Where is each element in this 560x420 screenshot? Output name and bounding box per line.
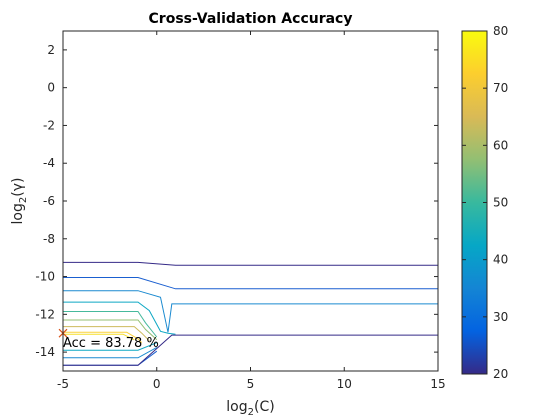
plot-area <box>63 31 438 371</box>
x-axis: -5 0 5 10 15 <box>57 31 446 391</box>
x-tick-label: 10 <box>337 377 352 391</box>
y-tick-label: -6 <box>43 194 55 208</box>
contour-line <box>63 301 176 335</box>
colorbar-tick-label: 70 <box>493 81 508 95</box>
contour-line <box>63 331 143 344</box>
x-tick-label: 5 <box>247 377 255 391</box>
accuracy-annotation: Acc = 83.78 % <box>63 336 159 351</box>
y-tick-label: -2 <box>43 118 55 132</box>
contour-line <box>63 277 438 290</box>
colorbar <box>461 30 488 375</box>
y-tick-label: 0 <box>47 81 55 95</box>
contour-line <box>63 319 158 341</box>
contour-line <box>63 346 158 359</box>
x-tick-label: -5 <box>57 377 69 391</box>
colorbar-tick-label: 80 <box>493 24 508 38</box>
contour-line <box>63 290 438 333</box>
y-tick-label: -10 <box>35 270 55 284</box>
contour-lines <box>63 261 438 366</box>
colorbar-tick-label: 40 <box>493 253 508 267</box>
y-tick-label: -4 <box>43 156 55 170</box>
x-tick-label: 0 <box>153 377 161 391</box>
y-tick-label: -8 <box>43 232 55 246</box>
y-tick-label: 2 <box>47 43 55 57</box>
contour-line <box>63 342 157 351</box>
contour-line <box>63 334 438 366</box>
contour-line <box>63 333 135 341</box>
colorbar-axis: 80 70 60 50 40 30 20 <box>462 24 508 381</box>
chart-title: Cross-Validation Accuracy <box>149 11 353 27</box>
x-axis-label: log2(C) <box>226 399 274 418</box>
colorbar-tick-label: 30 <box>493 310 508 324</box>
x-tick-label: 15 <box>430 377 445 391</box>
colorbar-tick-label: 60 <box>493 138 508 152</box>
y-tick-label: -14 <box>35 345 55 359</box>
y-tick-label: -12 <box>35 307 55 321</box>
contour-line <box>63 261 438 266</box>
contour-line <box>63 326 150 342</box>
y-axis: 2 0 -2 -4 -6 -8 -10 -12 -14 <box>35 43 438 359</box>
y-axis-label: log2(γ) <box>10 178 29 225</box>
colorbar-tick-label: 20 <box>493 367 508 381</box>
contour-line <box>63 311 158 338</box>
colorbar-tick-label: 50 <box>493 196 508 210</box>
